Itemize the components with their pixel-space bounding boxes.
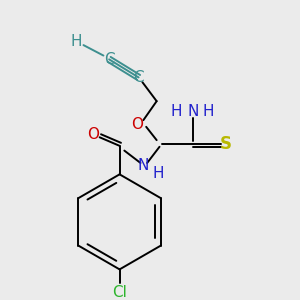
Text: O: O — [131, 117, 143, 132]
Text: H: H — [171, 104, 182, 119]
Text: Cl: Cl — [112, 285, 127, 300]
Text: C: C — [133, 70, 144, 85]
Text: O: O — [87, 127, 99, 142]
Text: H: H — [153, 166, 164, 181]
Text: H: H — [70, 34, 82, 49]
Text: S: S — [220, 135, 232, 153]
Text: N: N — [187, 104, 199, 119]
Text: H: H — [202, 104, 214, 119]
Text: C: C — [104, 52, 114, 67]
Text: N: N — [138, 158, 149, 173]
